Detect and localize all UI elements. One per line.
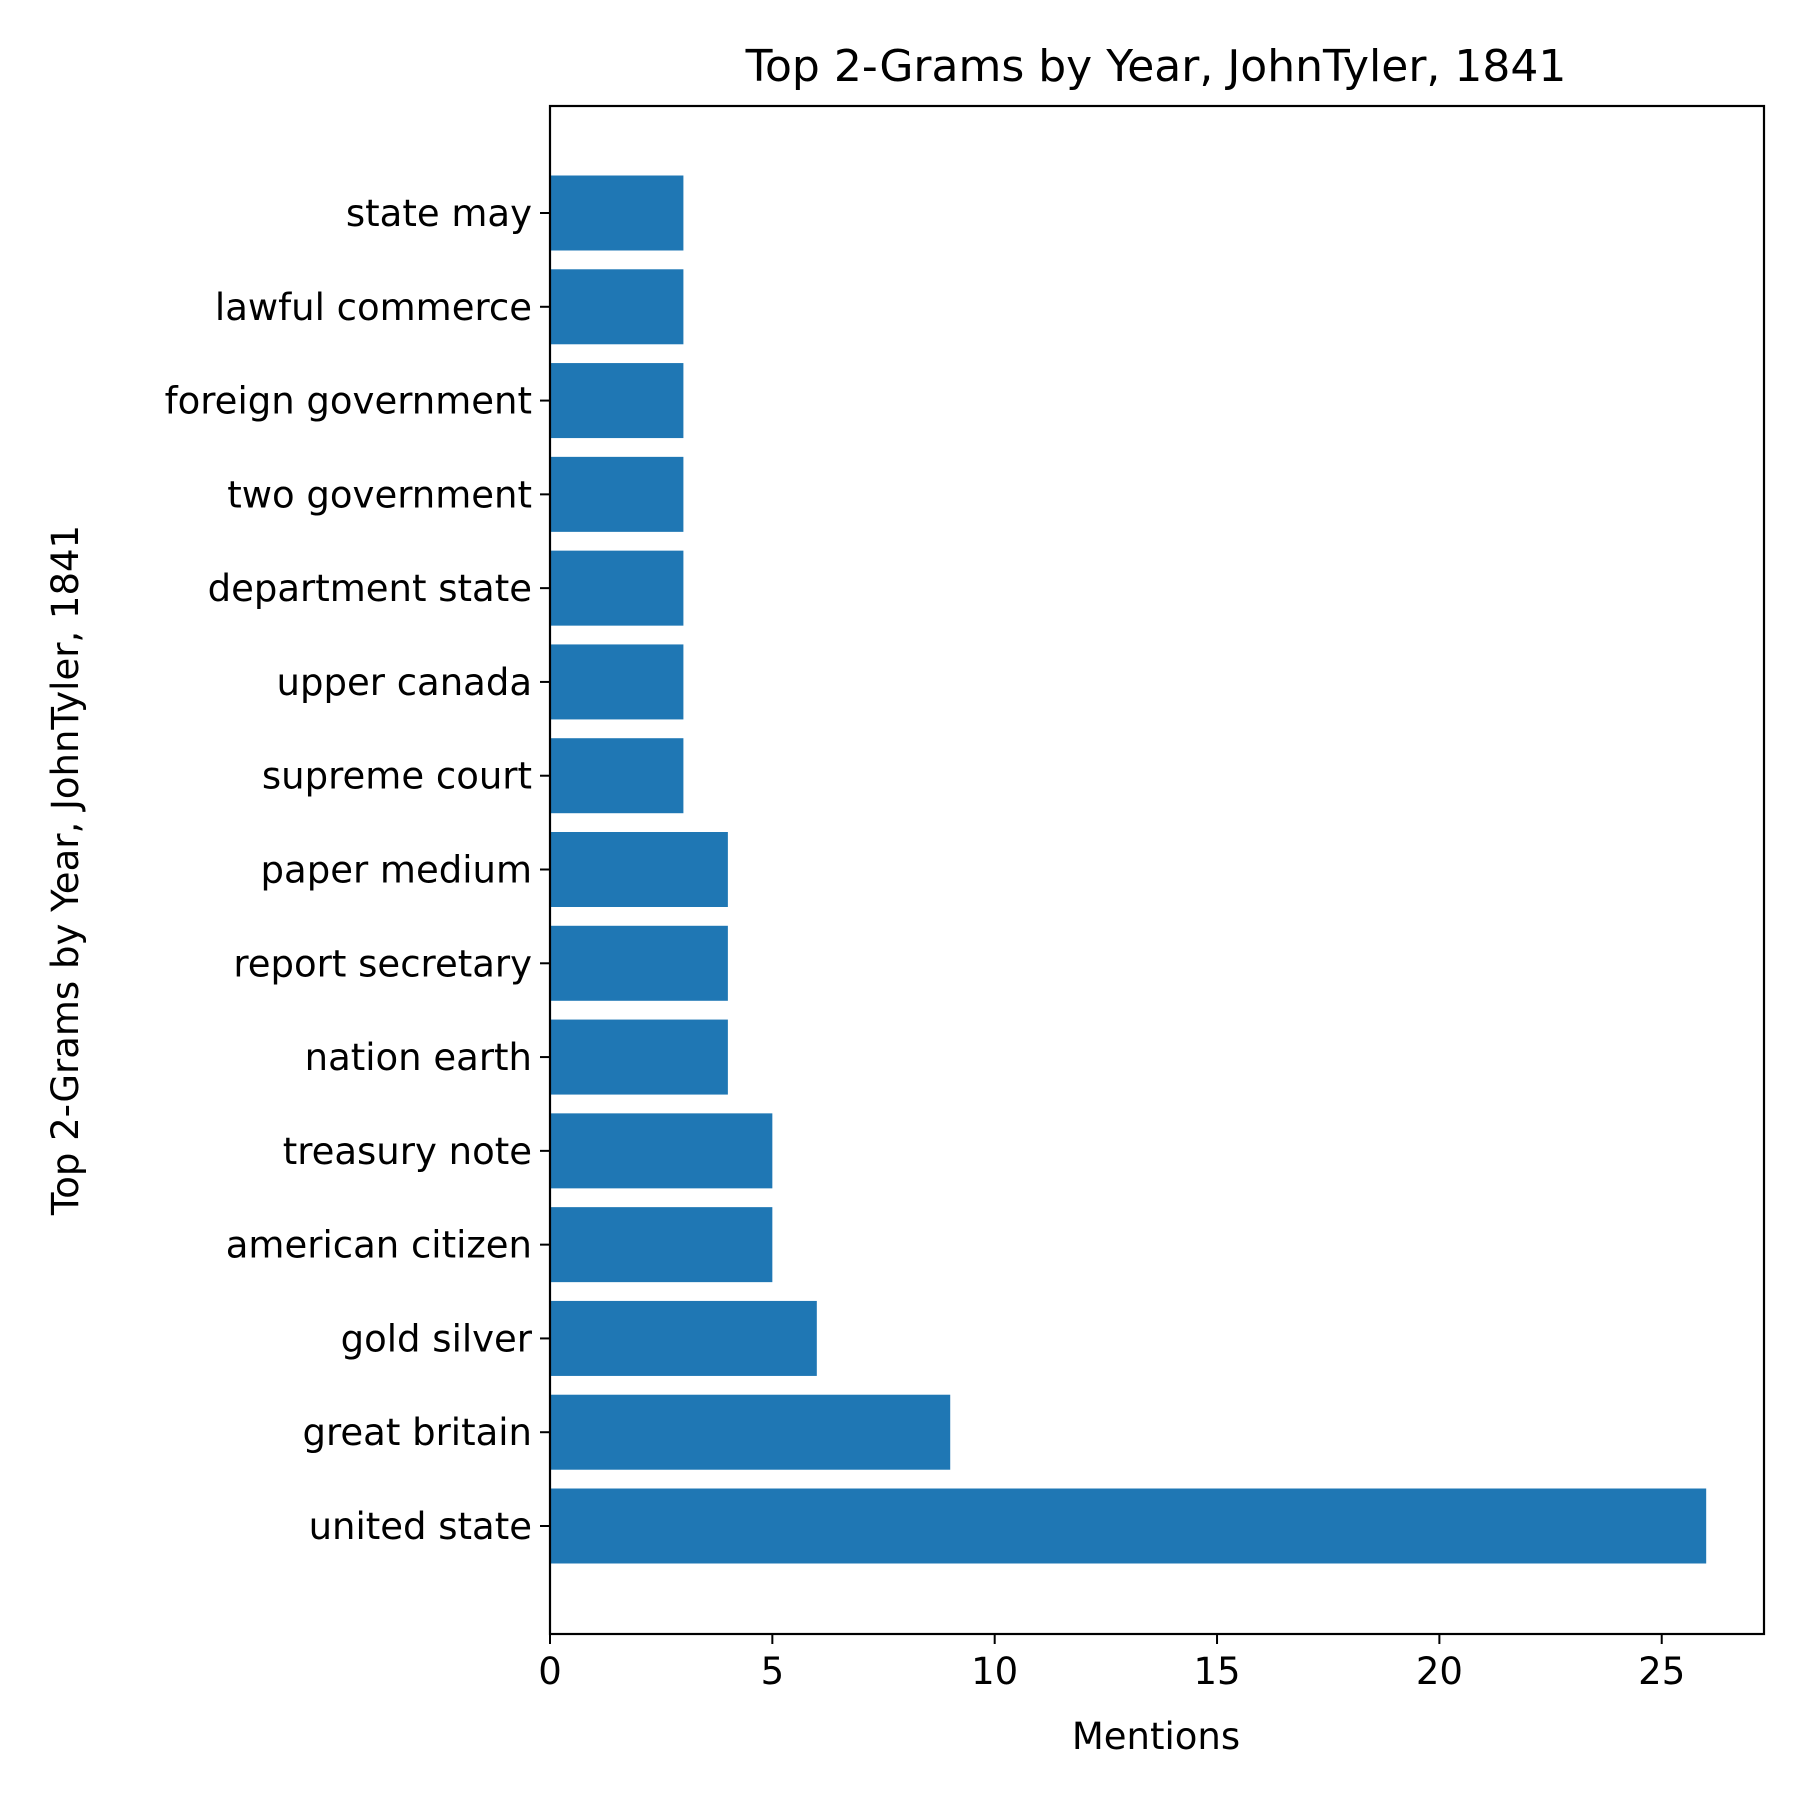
y-tick-label: paper medium: [261, 849, 532, 892]
bar: [550, 1113, 773, 1189]
y-tick-label: american citizen: [226, 1224, 532, 1267]
x-tick-label: 20: [1416, 1650, 1463, 1693]
bar: [550, 738, 684, 814]
y-tick-label: state may: [346, 192, 532, 235]
x-axis-label: Mentions: [1072, 1715, 1240, 1758]
bar: [550, 1488, 1707, 1564]
y-tick-label: report secretary: [233, 942, 532, 985]
x-tick-label: 25: [1638, 1650, 1685, 1693]
y-tick-label: upper canada: [277, 661, 532, 704]
y-tick-label: foreign government: [165, 380, 532, 423]
x-tick-label: 10: [971, 1650, 1018, 1693]
bar: [550, 175, 684, 251]
chart-title: Top 2-Grams by Year, JohnTyler, 1841: [745, 41, 1567, 92]
x-tick-label: 5: [761, 1650, 785, 1693]
y-tick-label: great britain: [303, 1411, 532, 1454]
bar: [550, 456, 684, 532]
x-axis-ticks: 0 5 10 15 20 25: [538, 1634, 1685, 1693]
y-tick-label: two government: [227, 473, 532, 516]
x-tick-label: 15: [1193, 1650, 1240, 1693]
y-axis-label: Top 2-Grams by Year, JohnTyler, 1841: [44, 525, 87, 1216]
y-axis-ticks: united state great britain gold silver amer…: [165, 192, 550, 1548]
y-tick-label: nation earth: [305, 1036, 532, 1079]
bar: [550, 1207, 773, 1283]
bar: [550, 1300, 817, 1376]
plot-frame: [548, 104, 1766, 1636]
bar: [550, 925, 728, 1001]
bar: [550, 363, 684, 439]
bar: [550, 1019, 728, 1095]
y-tick-label: supreme court: [262, 755, 532, 798]
x-tick-label: 0: [538, 1650, 562, 1693]
y-tick-label: united state: [309, 1505, 532, 1548]
bars-group: [550, 175, 1707, 1564]
y-tick-label: lawful commerce: [215, 286, 532, 329]
y-tick-label: department state: [208, 567, 532, 610]
bar: [550, 644, 684, 720]
bar: [550, 832, 728, 907]
bar: [550, 550, 684, 626]
y-tick-label: treasury note: [283, 1130, 532, 1173]
y-tick-label: gold silver: [341, 1317, 533, 1360]
bar: [550, 1394, 951, 1470]
bar: [550, 269, 684, 345]
